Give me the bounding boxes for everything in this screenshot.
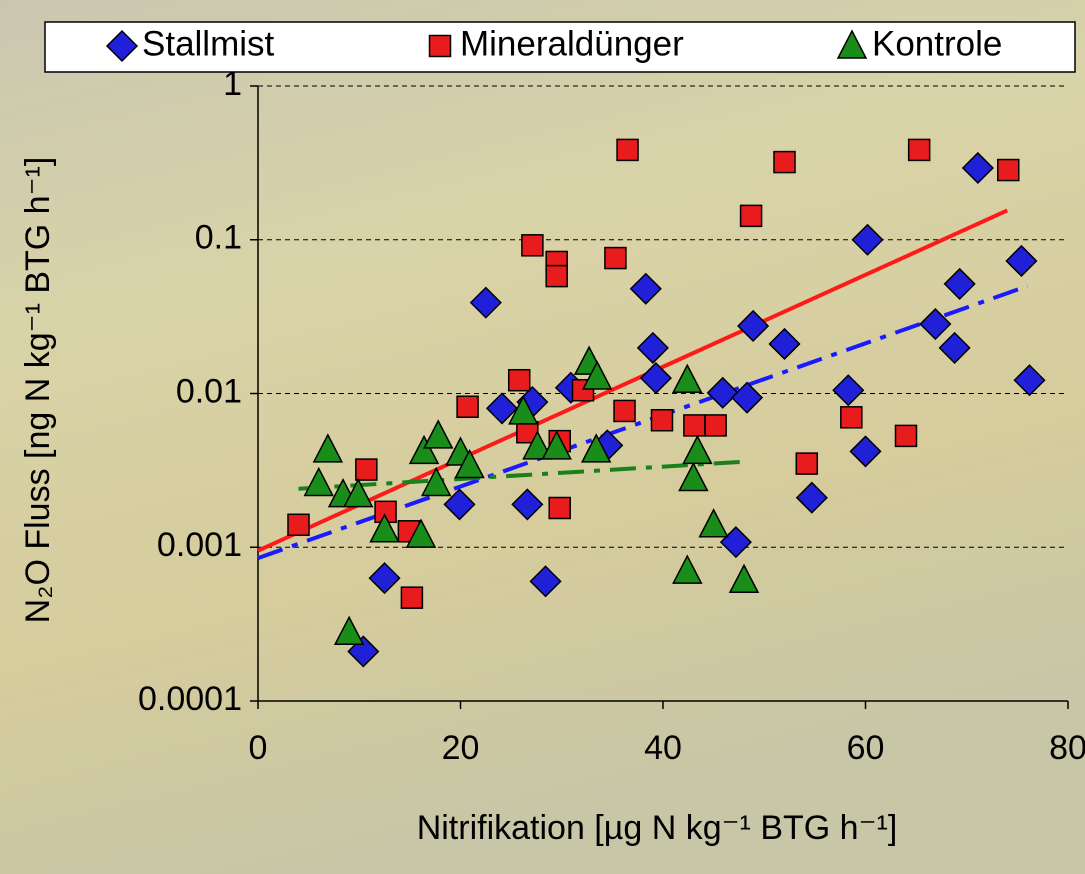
point [333,615,365,645]
point [704,414,727,437]
point [894,424,918,448]
point [938,331,971,364]
point [355,458,378,481]
point [521,234,544,257]
legend-label: Mineraldünger [460,24,684,63]
point [454,448,485,479]
y-axis-label: N₂O Fluss [ng N kg⁻¹ BTG h⁻¹] [19,157,57,624]
point [672,363,703,393]
point [312,433,344,463]
point [287,513,310,537]
point [508,395,539,425]
point [456,395,479,419]
point [545,264,568,288]
point [469,286,502,319]
point [730,381,764,414]
point [840,406,863,429]
y-tick-label: 0.01 [176,372,242,410]
point [795,452,819,475]
x-tick-label: 0 [249,729,268,767]
legend-marker [836,29,868,59]
point [832,374,865,407]
point [672,554,703,584]
point [511,488,544,521]
point [303,466,334,497]
point [773,150,796,174]
point [795,481,828,514]
point [919,307,952,341]
point [737,309,770,343]
point [961,151,994,185]
point [604,246,627,270]
point [507,368,531,392]
point [400,586,424,609]
point [907,138,931,162]
point [997,158,1020,182]
point [739,204,763,228]
point [343,477,374,508]
x-axis-label: Nitrifikation [µg N kg⁻¹ BTG h⁻¹] [417,809,898,847]
trend-line [257,284,1029,560]
point [768,327,801,361]
y-tick-label: 0.0001 [138,680,242,718]
legend-label: Kontrole [872,24,1002,63]
x-tick-label: 40 [644,729,682,767]
point [616,138,639,162]
y-tick-label: 0.1 [195,219,242,257]
point [706,376,739,409]
y-tick-label: 0.001 [157,526,242,564]
point [420,466,452,497]
legend-box [44,21,1076,73]
point [698,508,729,538]
legend-marker [428,34,452,58]
point [851,223,884,256]
trend-line [257,208,1009,553]
point [1013,364,1046,397]
point [529,565,562,598]
point [581,360,613,390]
x-tick-label: 80 [1049,729,1085,767]
point [943,267,976,300]
point [580,433,612,463]
point [1005,244,1038,278]
point [522,430,553,460]
point [422,419,454,449]
point [369,513,400,543]
y-tick-label: 1 [223,65,242,103]
point [541,430,572,460]
point [728,563,760,594]
point [548,496,571,520]
point [682,434,713,465]
trend-line [298,459,745,491]
point [405,518,437,548]
point [849,435,882,468]
point [485,392,519,425]
point [639,362,672,395]
point [683,414,706,437]
point [636,331,669,364]
point [678,461,709,492]
point [613,399,636,423]
point [443,488,476,521]
point [629,272,662,305]
point [408,434,440,465]
x-tick-label: 60 [847,729,885,767]
legend-marker [105,29,139,63]
point [368,562,401,595]
legend-label: Stallmist [142,24,275,63]
point [650,408,674,432]
x-tick-label: 20 [442,729,480,767]
